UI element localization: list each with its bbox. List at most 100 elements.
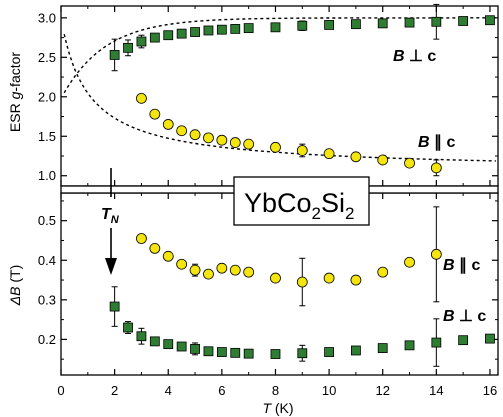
bottom-series-label-par: B ∥ c xyxy=(443,257,480,274)
fit-curves xyxy=(63,17,496,162)
bottom-point-perp xyxy=(149,336,160,347)
top-point-par xyxy=(404,157,415,169)
bottom-point-perp xyxy=(230,347,241,358)
tn-label: TN xyxy=(101,206,120,226)
top-point-par xyxy=(430,162,442,174)
x-tick-label: 0 xyxy=(57,383,64,398)
top-point-perp xyxy=(190,27,200,37)
top-point-par xyxy=(176,125,188,137)
bottom-point-par xyxy=(216,262,228,274)
bottom-point-perp xyxy=(297,348,308,359)
top-y-tick-label: 2.5 xyxy=(38,50,56,65)
x-tick-label: 8 xyxy=(272,383,279,398)
tn-marker: TN xyxy=(101,168,120,275)
top-point-perp xyxy=(485,15,495,26)
top-point-par xyxy=(203,132,214,144)
bottom-point-par xyxy=(162,250,174,262)
bottom-point-par xyxy=(243,266,255,278)
top-point-perp xyxy=(458,16,469,26)
bottom-point-perp xyxy=(404,340,415,351)
top-point-par xyxy=(149,108,161,120)
top-point-perp xyxy=(176,28,187,39)
top-point-perp xyxy=(163,30,174,41)
compound-label-box: YbCo2Si2 xyxy=(233,176,370,226)
top-point-perp xyxy=(123,42,133,53)
top-point-perp xyxy=(216,24,227,35)
bottom-point-par xyxy=(136,233,147,244)
top-series-label-par: B ∥ c xyxy=(418,134,455,151)
top-point-perp xyxy=(351,19,361,30)
bottom-point-par xyxy=(229,264,241,276)
top-point-par xyxy=(243,138,255,150)
x-tick-label: 12 xyxy=(375,383,389,398)
bottom-point-par xyxy=(350,274,362,286)
bottom-y-tick-label: 0.3 xyxy=(38,292,56,307)
top-point-perp xyxy=(297,20,308,31)
x-tick-label: 2 xyxy=(111,383,118,398)
top-panel-frame xyxy=(60,5,499,187)
bottom-point-perp xyxy=(351,345,361,356)
top-point-par xyxy=(323,148,335,160)
top-y-tick-label: 3.0 xyxy=(38,10,56,25)
top-point-perp xyxy=(136,36,147,47)
bottom-point-perp xyxy=(377,343,388,353)
bottom-point-perp xyxy=(190,343,200,354)
fit-curve-perp xyxy=(63,17,496,94)
top-point-perp xyxy=(404,17,415,28)
bottom-point-perp xyxy=(176,341,187,352)
bottom-point-perp xyxy=(324,347,334,357)
top-point-perp xyxy=(230,23,241,34)
top-y-tick-label: 1.0 xyxy=(38,168,56,183)
bottom-point-perp xyxy=(270,349,281,359)
bottom-point-par xyxy=(430,248,442,260)
top-point-perp xyxy=(431,16,442,27)
bottom-point-par xyxy=(404,256,415,268)
bottom-series-label-perp: B ⊥ c xyxy=(443,308,486,325)
top-y-tick-label: 1.5 xyxy=(38,129,56,144)
top-point-perp xyxy=(270,22,281,33)
top-point-par xyxy=(296,145,308,156)
top-point-par xyxy=(216,134,228,146)
bottom-point-par xyxy=(189,264,201,276)
bottom-y-tick-label: 0.2 xyxy=(38,332,56,347)
top-point-perp xyxy=(243,23,254,34)
bottom-point-perp xyxy=(136,331,147,342)
bottom-point-par xyxy=(296,276,308,288)
top-point-par xyxy=(189,129,201,141)
x-tick-label: 4 xyxy=(165,383,172,398)
bottom-point-perp xyxy=(485,333,495,344)
bottom-point-par xyxy=(203,268,214,280)
top-series-label-perp: B ⊥ c xyxy=(393,48,436,65)
data-marks xyxy=(109,3,495,367)
top-y-tick-label: 2.0 xyxy=(38,89,56,104)
bottom-point-perp xyxy=(458,335,469,346)
bottom-point-perp xyxy=(431,337,442,348)
bottom-point-perp xyxy=(109,301,120,312)
compound-label: YbCo2Si2 xyxy=(244,188,355,223)
fit-curve-par xyxy=(63,34,496,162)
top-point-par xyxy=(270,141,281,153)
top-point-par xyxy=(350,151,362,163)
bottom-point-par xyxy=(149,242,161,254)
top-point-perp xyxy=(109,50,120,60)
bottom-point-perp xyxy=(163,339,174,350)
bottom-point-par xyxy=(377,266,389,278)
bottom-point-perp xyxy=(243,348,254,359)
top-point-par xyxy=(229,137,241,148)
bottom-point-par xyxy=(323,272,335,284)
top-point-perp xyxy=(324,20,334,30)
x-tick-label: 6 xyxy=(218,383,225,398)
bottom-point-perp xyxy=(123,322,133,333)
top-point-par xyxy=(136,92,147,104)
bottom-point-perp xyxy=(203,346,214,357)
top-point-perp xyxy=(203,25,214,36)
bottom-y-tick-label: 0.4 xyxy=(38,253,56,268)
bottom-point-par xyxy=(176,258,188,270)
x-tick-label: 16 xyxy=(483,383,497,398)
bottom-y-tick-label: 0.5 xyxy=(38,213,56,228)
x-tick-label: 10 xyxy=(322,383,336,398)
x-axis-label: T (K) xyxy=(262,400,293,416)
bottom-y-axis-label: ΔB (T) xyxy=(7,265,23,307)
x-tick-label: 14 xyxy=(429,383,443,398)
